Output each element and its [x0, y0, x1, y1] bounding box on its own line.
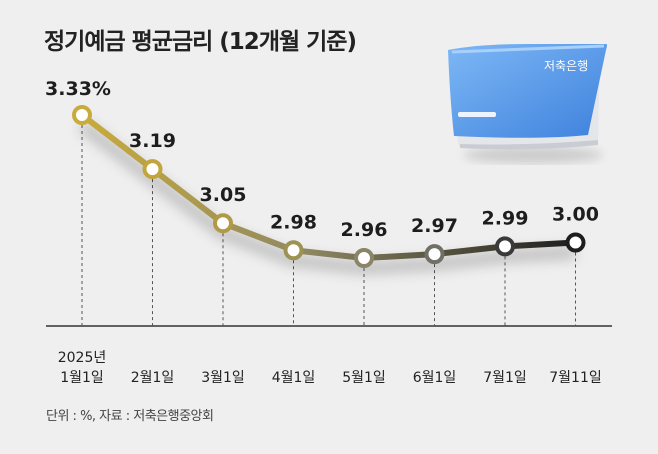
data-point	[354, 248, 374, 268]
x-year-label: 2025년	[58, 350, 107, 366]
x-tick-label: 5월1일	[342, 370, 386, 386]
x-tick-label: 2월1일	[131, 370, 175, 386]
bankbook-label: 저축은행	[544, 58, 588, 73]
value-label: 3.19	[129, 130, 176, 152]
value-label: 3.33%	[45, 78, 111, 100]
data-point	[424, 244, 445, 265]
value-label: 2.98	[270, 211, 317, 233]
value-label: 3.00	[552, 204, 599, 226]
line-shadow	[77, 119, 576, 276]
data-point	[142, 159, 163, 180]
data-point	[565, 232, 586, 253]
value-label: 3.05	[200, 184, 247, 206]
x-tick-label: 6월1일	[413, 370, 457, 386]
value-label: 2.99	[482, 207, 529, 229]
footnote: 단위 : %, 자료 : 저축은행중앙회	[46, 409, 214, 424]
data-point	[72, 105, 92, 125]
x-tick-label: 1월1일	[60, 370, 104, 386]
value-label: 2.96	[341, 219, 388, 241]
data-point	[213, 213, 233, 234]
x-tick-label: 3월1일	[201, 370, 245, 386]
data-point	[495, 236, 515, 257]
data-point	[283, 240, 304, 261]
chart-title: 정기예금 평균금리 (12개월 기준)	[44, 29, 357, 55]
x-tick-label: 4월1일	[272, 370, 316, 386]
x-tick-label: 7월1일	[483, 370, 527, 386]
x-tick-label: 7월11일	[549, 370, 601, 386]
series-line	[79, 112, 579, 261]
value-label: 2.97	[411, 215, 458, 237]
bankbook-icon: 저축은행	[438, 40, 613, 165]
